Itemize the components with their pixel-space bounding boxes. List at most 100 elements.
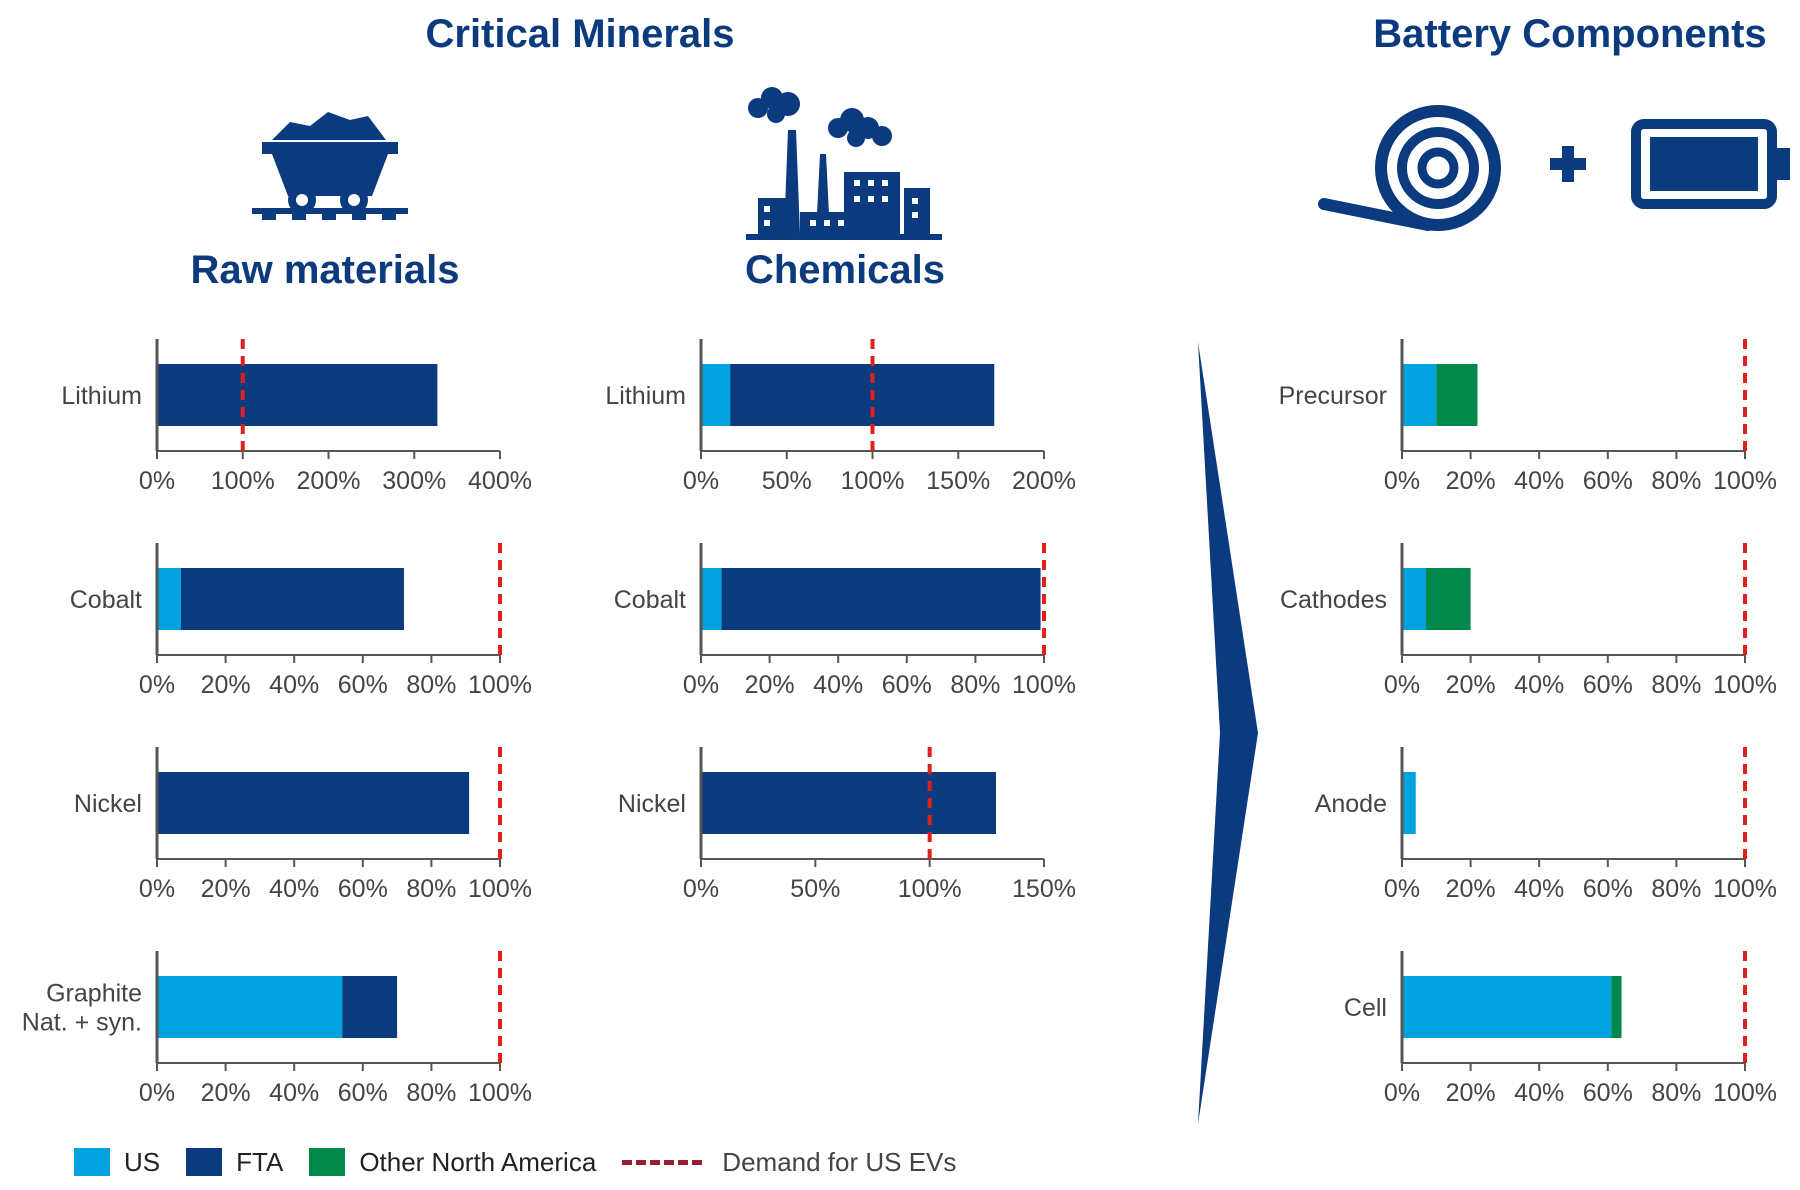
raw-materials-heading: Raw materials (190, 248, 460, 292)
tick-label-chemicals-cobalt-1: 20% (745, 671, 795, 699)
legend-label-fta: FTA (236, 1146, 284, 1177)
bar-battery-components-precursor-other-north-america (1436, 364, 1478, 426)
tick-label-battery-components-precursor-0: 0% (1384, 467, 1420, 495)
category-label-chemicals-nickel: Nickel (618, 790, 686, 818)
tick-label-raw-materials-graphite-3: 60% (338, 1079, 388, 1107)
category-label-battery-components-cell: Cell (1344, 994, 1387, 1022)
bar-raw-materials-graphite-fta (342, 976, 398, 1038)
tick-label-raw-materials-cobalt-1: 20% (201, 671, 251, 699)
bar-raw-materials-graphite-us (157, 976, 343, 1038)
tick-label-chemicals-lithium-0: 0% (683, 467, 719, 495)
tick-label-raw-materials-nickel-0: 0% (139, 875, 175, 903)
category-label-battery-components-cathodes: Cathodes (1280, 586, 1387, 614)
chemicals-heading: Chemicals (744, 248, 946, 292)
tick-label-battery-components-precursor-3: 60% (1583, 467, 1633, 495)
tick-label-raw-materials-nickel-3: 60% (338, 875, 388, 903)
bar-raw-materials-cobalt-fta (181, 568, 404, 630)
battery-icon (1631, 119, 1790, 209)
legend-label-demand: Demand for US EVs (722, 1146, 957, 1177)
bar-raw-materials-nickel-fta (157, 772, 470, 834)
legend-item-us: US (74, 1147, 160, 1178)
tick-label-chemicals-nickel-1: 50% (790, 875, 840, 903)
tick-label-chemicals-nickel-3: 150% (1012, 875, 1076, 903)
legend-swatch-other-na (309, 1148, 346, 1176)
bar-raw-materials-cobalt-us (157, 568, 182, 630)
tick-label-battery-components-anode-3: 60% (1583, 875, 1633, 903)
legend: US FTA Other North America Demand for US… (74, 1140, 982, 1184)
charts-area: 0% 100% 200% 300% 400% Lithium 0% 20% 40% 60% 80% 1… (22, 339, 1777, 1107)
tick-label-raw-materials-graphite-2: 40% (269, 1079, 319, 1107)
tick-label-chemicals-lithium-2: 100% (841, 467, 905, 495)
tick-label-battery-components-cell-4: 80% (1651, 1079, 1701, 1107)
tick-label-raw-materials-lithium-2: 200% (297, 467, 361, 495)
tick-label-chemicals-lithium-4: 200% (1012, 467, 1076, 495)
tick-label-raw-materials-lithium-4: 400% (468, 467, 532, 495)
bar-chemicals-lithium-fta (730, 364, 995, 426)
factory-icon (746, 87, 942, 240)
category-label-battery-components-precursor: Precursor (1279, 382, 1387, 410)
battery-components-heading: Battery Components (1373, 12, 1767, 56)
tick-label-battery-components-cathodes-3: 60% (1583, 671, 1633, 699)
category-label-raw-materials-graphite-1: Nat. + syn. (22, 1009, 142, 1037)
tick-label-raw-materials-graphite-0: 0% (139, 1079, 175, 1107)
tick-label-raw-materials-graphite-1: 20% (201, 1079, 251, 1107)
bar-chemicals-cobalt-fta (721, 568, 1041, 630)
tick-label-chemicals-cobalt-4: 80% (950, 671, 1000, 699)
tick-label-raw-materials-graphite-5: 100% (468, 1079, 532, 1107)
tick-label-battery-components-anode-4: 80% (1651, 875, 1701, 903)
category-label-raw-materials-graphite-0: Graphite (46, 980, 142, 1008)
bar-chemicals-lithium-us (701, 364, 731, 426)
tick-label-battery-components-cathodes-0: 0% (1384, 671, 1420, 699)
tick-label-chemicals-cobalt-3: 60% (882, 671, 932, 699)
tick-label-raw-materials-nickel-2: 40% (269, 875, 319, 903)
tick-label-chemicals-cobalt-2: 40% (813, 671, 863, 699)
category-label-battery-components-anode: Anode (1315, 790, 1387, 818)
foil-roll-icon (1318, 105, 1501, 231)
tick-label-battery-components-cell-3: 60% (1583, 1079, 1633, 1107)
legend-item-fta: FTA (186, 1147, 283, 1178)
tick-label-raw-materials-cobalt-2: 40% (269, 671, 319, 699)
legend-swatch-us (74, 1148, 110, 1176)
category-label-chemicals-lithium: Lithium (605, 382, 686, 410)
tick-label-chemicals-lithium-1: 50% (762, 467, 812, 495)
tick-label-raw-materials-cobalt-4: 80% (406, 671, 456, 699)
bar-battery-components-cathodes-other-north-america (1426, 568, 1471, 630)
chevron-arrow-icon (1198, 342, 1258, 1124)
bar-raw-materials-lithium-fta (157, 364, 438, 426)
category-label-raw-materials-cobalt: Cobalt (70, 586, 142, 614)
tick-label-battery-components-cathodes-1: 20% (1446, 671, 1496, 699)
bar-battery-components-cell-other-north-america (1611, 976, 1622, 1038)
tick-label-battery-components-precursor-5: 100% (1713, 467, 1777, 495)
category-label-raw-materials-nickel: Nickel (74, 790, 142, 818)
legend-swatch-demand (622, 1159, 703, 1165)
tick-label-raw-materials-nickel-4: 80% (406, 875, 456, 903)
legend-item-other-na: Other North America (309, 1147, 596, 1178)
tick-label-chemicals-nickel-2: 100% (898, 875, 962, 903)
tick-label-battery-components-cell-2: 40% (1514, 1079, 1564, 1107)
tick-label-raw-materials-cobalt-0: 0% (139, 671, 175, 699)
bar-battery-components-cathodes-us (1402, 568, 1427, 630)
tick-label-battery-components-anode-1: 20% (1446, 875, 1496, 903)
tick-label-battery-components-precursor-1: 20% (1446, 467, 1496, 495)
tick-label-chemicals-lithium-3: 150% (926, 467, 990, 495)
tick-label-battery-components-anode-0: 0% (1384, 875, 1420, 903)
tick-label-battery-components-cell-0: 0% (1384, 1079, 1420, 1107)
bar-battery-components-cell-us (1402, 976, 1612, 1038)
tick-label-battery-components-cathodes-4: 80% (1651, 671, 1701, 699)
tick-label-battery-components-cell-5: 100% (1713, 1079, 1777, 1107)
critical-minerals-heading: Critical Minerals (425, 12, 735, 56)
tick-label-raw-materials-nickel-5: 100% (468, 875, 532, 903)
tick-label-battery-components-cathodes-5: 100% (1713, 671, 1777, 699)
legend-item-demand: Demand for US EVs (622, 1147, 956, 1178)
tick-label-chemicals-cobalt-5: 100% (1012, 671, 1076, 699)
bar-battery-components-anode-us (1402, 772, 1416, 834)
legend-swatch-fta (186, 1148, 223, 1176)
legend-label-other-na: Other North America (359, 1146, 597, 1177)
legend-label-us: US (124, 1146, 161, 1177)
category-label-raw-materials-lithium: Lithium (61, 382, 142, 410)
tick-label-battery-components-cell-1: 20% (1446, 1079, 1496, 1107)
tick-label-raw-materials-nickel-1: 20% (201, 875, 251, 903)
plus-icon (1550, 146, 1586, 182)
tick-label-raw-materials-lithium-3: 300% (382, 467, 446, 495)
bar-battery-components-precursor-us (1402, 364, 1437, 426)
